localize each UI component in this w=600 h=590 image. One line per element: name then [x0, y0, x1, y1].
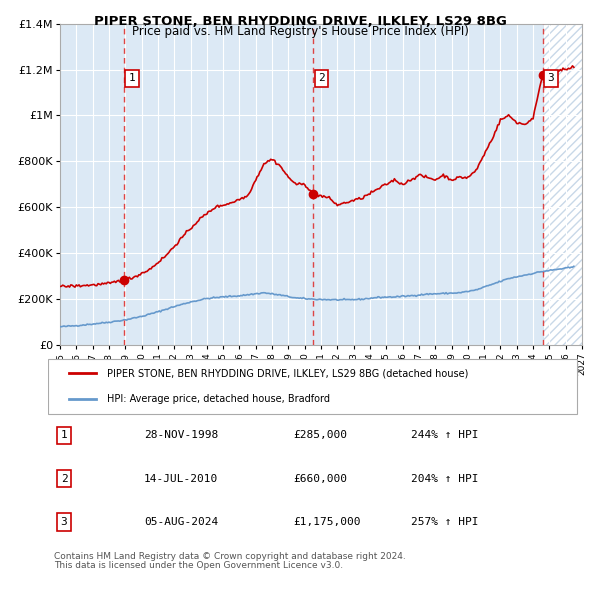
Text: £1,175,000: £1,175,000: [293, 517, 361, 527]
Text: PIPER STONE, BEN RHYDDING DRIVE, ILKLEY, LS29 8BG (detached house): PIPER STONE, BEN RHYDDING DRIVE, ILKLEY,…: [107, 369, 468, 378]
Text: 2: 2: [61, 474, 67, 484]
Bar: [542, 24, 582, 345]
Text: 05-AUG-2024: 05-AUG-2024: [144, 517, 218, 527]
Text: 244% ↑ HPI: 244% ↑ HPI: [411, 430, 479, 440]
Text: 1: 1: [61, 430, 67, 440]
Text: £660,000: £660,000: [293, 474, 347, 484]
Text: 28-NOV-1998: 28-NOV-1998: [144, 430, 218, 440]
Text: £285,000: £285,000: [293, 430, 347, 440]
Text: 2: 2: [319, 74, 325, 83]
Text: 14-JUL-2010: 14-JUL-2010: [144, 474, 218, 484]
Text: Price paid vs. HM Land Registry's House Price Index (HPI): Price paid vs. HM Land Registry's House …: [131, 25, 469, 38]
FancyBboxPatch shape: [48, 359, 577, 414]
Text: 3: 3: [61, 517, 67, 527]
Text: 3: 3: [548, 74, 554, 83]
Bar: [542, 24, 582, 345]
Text: This data is licensed under the Open Government Licence v3.0.: This data is licensed under the Open Gov…: [54, 560, 343, 569]
Text: Contains HM Land Registry data © Crown copyright and database right 2024.: Contains HM Land Registry data © Crown c…: [54, 552, 406, 560]
Text: 257% ↑ HPI: 257% ↑ HPI: [411, 517, 479, 527]
Text: PIPER STONE, BEN RHYDDING DRIVE, ILKLEY, LS29 8BG: PIPER STONE, BEN RHYDDING DRIVE, ILKLEY,…: [94, 15, 506, 28]
Text: 1: 1: [128, 74, 136, 83]
Text: HPI: Average price, detached house, Bradford: HPI: Average price, detached house, Brad…: [107, 395, 330, 404]
Text: 204% ↑ HPI: 204% ↑ HPI: [411, 474, 479, 484]
